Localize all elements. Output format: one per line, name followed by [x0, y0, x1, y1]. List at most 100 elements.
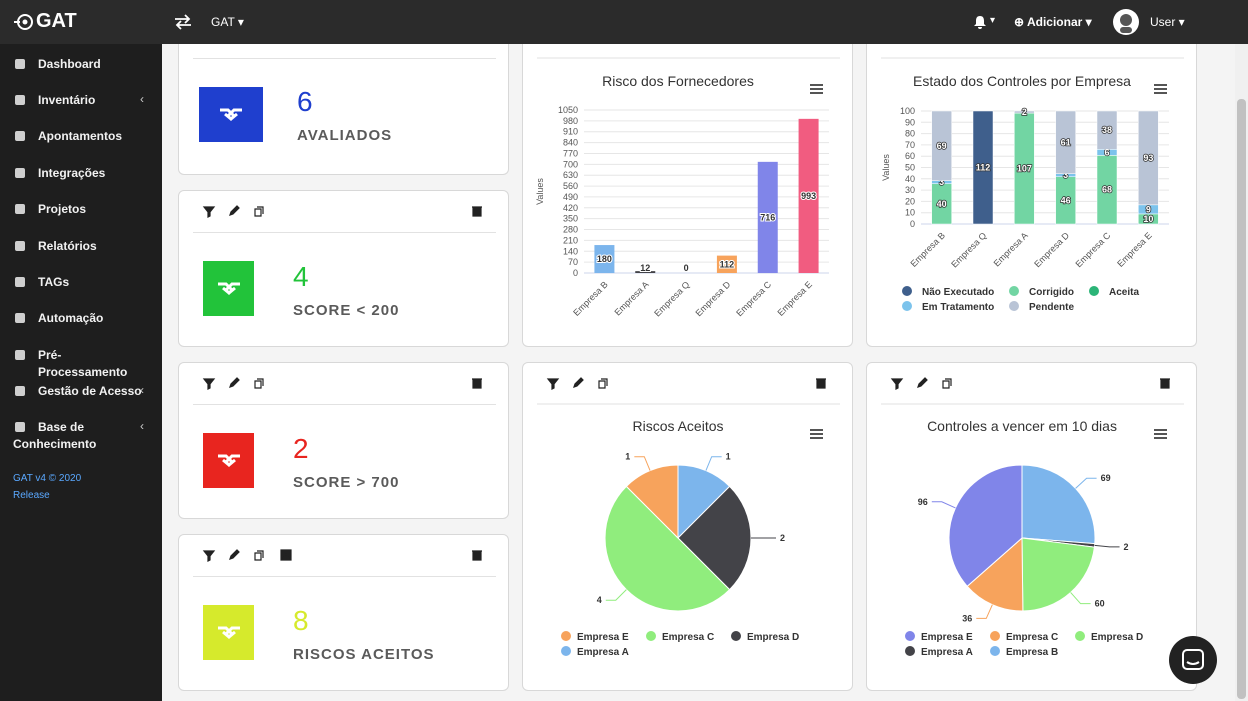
- chart-menu[interactable]: [1154, 429, 1167, 431]
- chart-title: Controles a vencer em 10 dias: [927, 418, 1117, 434]
- legend-label[interactable]: Empresa C: [1006, 632, 1058, 643]
- nav-item[interactable]: Gestão de Acesso: [38, 384, 142, 398]
- nav-item[interactable]: Projetos: [38, 202, 87, 216]
- y-tick-label: 630: [563, 170, 578, 180]
- image-icon[interactable]: [280, 549, 292, 561]
- copy-icon[interactable]: [598, 378, 608, 389]
- data-label: 40: [937, 199, 947, 209]
- copy-icon[interactable]: [254, 378, 264, 389]
- scrollbar[interactable]: [1235, 44, 1248, 701]
- filter-icon[interactable]: [546, 378, 560, 390]
- chart-menu[interactable]: [810, 84, 823, 86]
- legend-label[interactable]: Não Executado: [922, 287, 994, 298]
- filter-icon[interactable]: [202, 550, 216, 562]
- card-value: 2: [293, 433, 309, 464]
- legend-label[interactable]: Empresa E: [577, 632, 629, 643]
- legend-label[interactable]: Empresa D: [1091, 632, 1143, 643]
- x-tick-label: Empresa D: [1032, 230, 1071, 269]
- nav-icon: [15, 204, 25, 214]
- edit-icon[interactable]: [229, 205, 240, 216]
- data-label: 112: [976, 163, 991, 173]
- delete-icon[interactable]: [1160, 378, 1170, 389]
- chart-menu[interactable]: [1154, 433, 1167, 435]
- chart-card: Estado dos Controles por Empresa 0 10 20 30 4…: [866, 44, 1197, 347]
- copy-icon[interactable]: [254, 206, 264, 217]
- chart-menu[interactable]: [1154, 84, 1167, 86]
- edit-icon[interactable]: [229, 549, 240, 560]
- avatar[interactable]: [1113, 9, 1139, 35]
- chart-menu[interactable]: [810, 429, 823, 431]
- legend-label[interactable]: Em Tratamento: [922, 302, 994, 313]
- bell-icon[interactable]: [973, 15, 987, 29]
- legend-label[interactable]: Empresa A: [921, 647, 973, 658]
- legend-label[interactable]: Aceita: [1109, 287, 1139, 298]
- project-selector[interactable]: GAT ▾: [211, 15, 244, 29]
- pie-slice: [677, 464, 731, 540]
- data-label: 61: [1061, 137, 1071, 147]
- legend-label[interactable]: Empresa C: [662, 632, 714, 643]
- delete-icon[interactable]: [472, 378, 482, 389]
- nav-icon: [15, 350, 25, 360]
- delete-icon[interactable]: [472, 206, 482, 217]
- card-label: SCORE > 700: [293, 474, 400, 491]
- legend-label[interactable]: Empresa A: [577, 647, 629, 658]
- card-icon: [203, 433, 254, 488]
- edit-icon[interactable]: [917, 377, 928, 388]
- legend-marker: [561, 646, 571, 656]
- nav-item[interactable]: Base de Conhecimento: [13, 420, 97, 451]
- legend-marker: [1009, 286, 1019, 296]
- x-tick-label: Empresa E: [1115, 230, 1154, 269]
- separator: [193, 232, 496, 233]
- card-toolbar: [202, 549, 482, 562]
- user-menu[interactable]: User ▾: [1150, 15, 1185, 29]
- logo[interactable]: GAT: [36, 10, 77, 32]
- chart-menu[interactable]: [810, 92, 823, 94]
- nav-item[interactable]: Dashboard: [38, 57, 101, 71]
- pie-slice: [677, 485, 752, 591]
- chart-menu[interactable]: [810, 433, 823, 435]
- edit-icon[interactable]: [573, 377, 584, 388]
- label-connector: [931, 501, 956, 509]
- nav-item[interactable]: Automação: [38, 311, 104, 325]
- nav-item[interactable]: Pré-Processamento: [38, 348, 128, 379]
- edit-icon[interactable]: [229, 377, 240, 388]
- legend-label[interactable]: Empresa B: [1006, 647, 1058, 658]
- data-label: 9: [1146, 204, 1151, 214]
- chart-menu[interactable]: [1154, 88, 1167, 90]
- chart-menu[interactable]: [1154, 437, 1167, 439]
- data-label: 107: [1017, 164, 1032, 174]
- add-menu[interactable]: ⊕ Adicionar ▾: [1014, 15, 1092, 29]
- release-link[interactable]: Release: [13, 490, 50, 501]
- chart-menu[interactable]: [1154, 92, 1167, 94]
- legend-label[interactable]: Corrigido: [1029, 287, 1074, 298]
- filter-icon[interactable]: [202, 378, 216, 390]
- legend-label[interactable]: Empresa E: [921, 632, 973, 643]
- chat-button[interactable]: [1168, 635, 1218, 685]
- copy-icon[interactable]: [942, 378, 952, 389]
- x-tick-label: Empresa Q: [949, 230, 988, 269]
- nav-item[interactable]: Apontamentos: [38, 129, 122, 143]
- chart: Estado dos Controles por Empresa01020304…: [881, 57, 1184, 313]
- chart-menu[interactable]: [810, 437, 823, 439]
- data-label: 6: [1104, 147, 1109, 157]
- nav-item[interactable]: Integrações: [38, 166, 106, 180]
- legend-marker: [990, 646, 1000, 656]
- legend-label[interactable]: Empresa D: [747, 632, 799, 643]
- legend-marker: [1075, 631, 1085, 641]
- nav-item[interactable]: TAGs: [38, 275, 70, 289]
- legend-label[interactable]: Pendente: [1029, 302, 1074, 313]
- copy-icon[interactable]: [254, 550, 264, 561]
- topbar: GAT GAT ▾ ▾ ⊕ Adicionar ▾ User ▾: [0, 0, 1248, 44]
- delete-icon[interactable]: [816, 378, 826, 389]
- legend-marker: [905, 631, 915, 641]
- scroll-thumb[interactable]: [1237, 99, 1246, 699]
- chart-menu[interactable]: [810, 88, 823, 90]
- toggle-icon[interactable]: [173, 14, 193, 30]
- nav-item[interactable]: Relatórios: [38, 239, 97, 253]
- bar-segment: [1014, 110, 1035, 114]
- delete-icon[interactable]: [472, 550, 482, 561]
- data-label: 180: [597, 254, 612, 264]
- nav-item[interactable]: Inventário: [38, 93, 96, 107]
- filter-icon[interactable]: [890, 378, 904, 390]
- filter-icon[interactable]: [202, 206, 216, 218]
